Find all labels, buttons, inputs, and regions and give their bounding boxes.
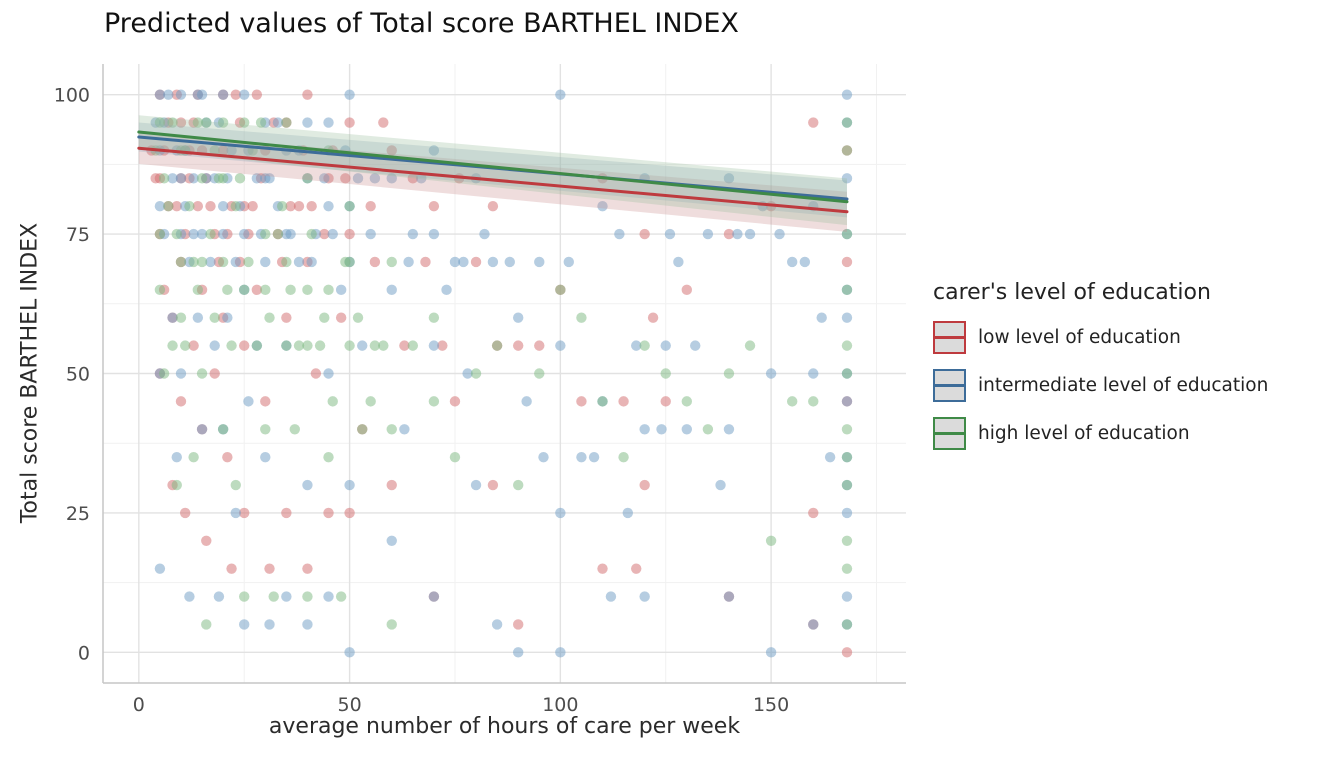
y-tick-label: 100 (54, 85, 90, 107)
legend-key-low-icon (933, 321, 966, 354)
y-tick-label: 50 (66, 364, 90, 386)
scatter-plot-canvas: 0 50 100 150 0 25 50 75 100 (54, 64, 906, 716)
legend-key-high-icon (933, 417, 966, 450)
legend-title: carer's level of education (933, 280, 1211, 305)
chart-title: Predicted values of Total score BARTHEL … (104, 8, 739, 39)
y-tick-label: 0 (78, 642, 90, 664)
x-tick-label: 50 (337, 694, 361, 716)
legend-item-intermediate: intermediate level of education (933, 369, 1268, 402)
legend-key-intermediate-icon (933, 369, 966, 402)
x-tick-label: 100 (542, 694, 578, 716)
x-axis-label: average number of hours of care per week (268, 714, 741, 739)
y-tick-label: 75 (66, 224, 90, 246)
legend-label-high: high level of education (978, 423, 1190, 444)
legend-label-low: low level of education (978, 327, 1181, 348)
legend-item-high: high level of education (933, 417, 1268, 450)
x-tick-label: 150 (753, 694, 789, 716)
legend-label-intermediate: intermediate level of education (978, 375, 1269, 396)
legend-item-low: low level of education (933, 321, 1268, 354)
y-tick-label: 25 (66, 503, 90, 525)
legend: carer's level of education low level of … (933, 280, 1268, 465)
x-tick-label: 0 (133, 694, 145, 716)
